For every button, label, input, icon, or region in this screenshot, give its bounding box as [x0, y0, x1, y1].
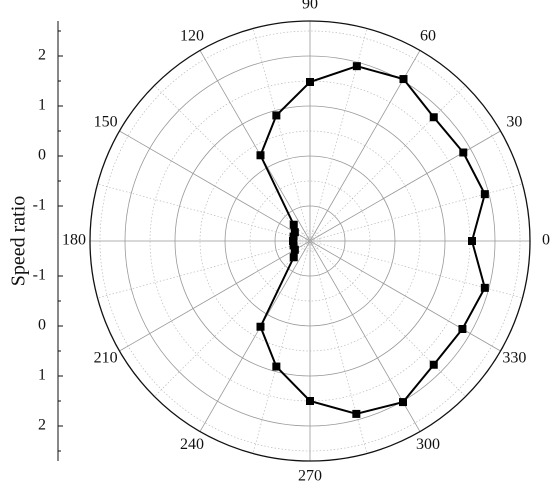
angle-tick-label: 150	[94, 114, 118, 131]
data-point	[352, 62, 361, 71]
angle-tick-label: 330	[502, 350, 526, 367]
data-point	[429, 113, 438, 122]
angle-tick-label: 60	[420, 27, 436, 44]
minor-grid-spoke	[252, 240, 311, 454]
data-point	[306, 397, 314, 405]
angle-tick-label: 300	[416, 436, 440, 453]
minor-grid-spoke	[309, 85, 466, 242]
grid-spoke	[309, 240, 501, 352]
grid-spoke	[119, 130, 311, 242]
data-point	[429, 360, 438, 369]
angle-tick-label: 120	[180, 27, 204, 44]
data-point	[480, 190, 489, 199]
radial-tick-label: 0	[38, 317, 46, 334]
minor-grid-spoke	[309, 240, 466, 397]
data-point	[306, 78, 314, 86]
data-point	[458, 325, 467, 333]
data-point	[256, 322, 265, 331]
radial-tick-label: 1	[38, 367, 46, 384]
grid-spoke	[199, 240, 311, 432]
angle-tick-label: 240	[180, 436, 204, 453]
data-point	[289, 220, 298, 229]
outer-circle	[89, 20, 531, 462]
minor-grid-spoke	[97, 183, 311, 242]
data-point	[459, 148, 468, 157]
data-point	[289, 253, 298, 262]
angle-tick-label: 270	[298, 468, 322, 484]
data-point	[289, 232, 298, 241]
data-point	[256, 151, 265, 160]
radial-tick-label: -1	[33, 267, 46, 284]
minor-grid-spoke	[309, 183, 523, 242]
data-point	[272, 111, 281, 120]
radial-tick-label: 1	[38, 97, 46, 114]
minor-grid-spoke	[252, 28, 311, 242]
y-axis-label: Speed ratio	[8, 196, 30, 287]
grid-spoke	[119, 240, 311, 352]
angle-tick-label: 180	[62, 232, 86, 249]
minor-grid-spoke	[309, 28, 368, 242]
radial-tick-label: 0	[38, 147, 46, 164]
minor-grid-spoke	[309, 240, 368, 454]
data-point	[289, 241, 298, 250]
angle-tick-label: 210	[94, 350, 118, 367]
data-point	[352, 409, 361, 418]
angle-tick-label: 90	[302, 0, 318, 13]
data-point	[480, 283, 489, 292]
angle-tick-label: 30	[506, 114, 522, 131]
grid-spoke	[309, 130, 501, 242]
data-point	[290, 228, 299, 237]
radial-tick-label: 2	[38, 417, 46, 434]
angle-tick-label: 0	[542, 232, 550, 249]
radial-tick-label: -1	[33, 197, 46, 214]
minor-grid-spoke	[154, 240, 311, 397]
minor-grid-spoke	[309, 240, 523, 299]
data-point	[399, 398, 407, 407]
grid-spoke	[199, 50, 311, 242]
data-point	[290, 245, 299, 254]
data-point	[399, 75, 408, 84]
minor-grid-spoke	[97, 240, 311, 299]
data-point	[468, 237, 476, 245]
data-point	[289, 237, 297, 245]
data-point	[272, 362, 281, 371]
radial-tick-label: 2	[38, 47, 46, 64]
minor-grid-spoke	[154, 85, 311, 242]
